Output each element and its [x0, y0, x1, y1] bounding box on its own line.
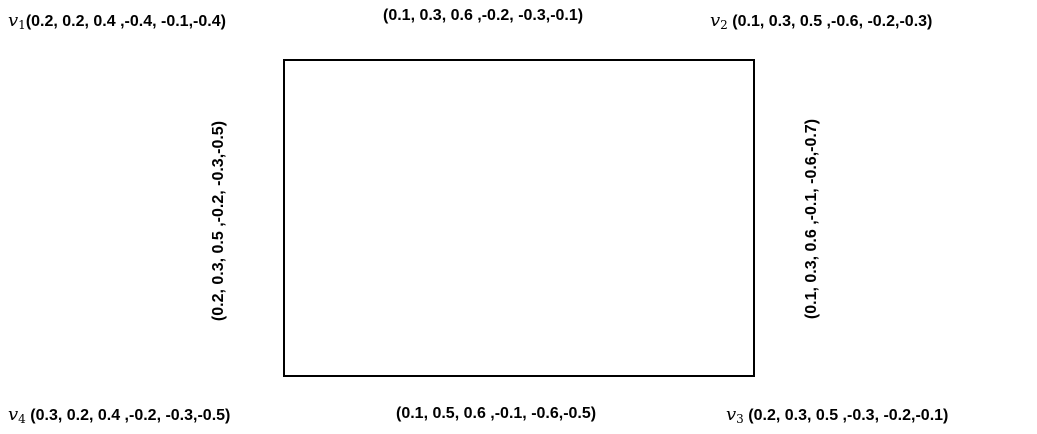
vertex-v2-subscript: 2 [720, 18, 728, 32]
edge-top-label: (0.1, 0.3, 0.6 ,-0.2, -0.3,-0.1) [383, 7, 584, 24]
vertex-v3-subscript: 3 [736, 412, 744, 426]
edge-right-label: (0.1, 0.3, 0.6 ,-0.1, -0.6,-0.7) [803, 118, 820, 320]
vertex-v2-symbol: v [710, 10, 721, 31]
graph-rectangle-edges [283, 59, 755, 377]
vertex-v1-label: v1(0.2, 0.2, 0.4 ,-0.4, -0.1,-0.4) [8, 10, 226, 32]
vertex-v4-subscript: 4 [18, 412, 26, 426]
vertex-v2-values: (0.1, 0.3, 0.5 ,-0.6, -0.2,-0.3) [732, 13, 933, 30]
vertex-v4-symbol: v [8, 404, 19, 425]
vertex-v4-label: v4 (0.3, 0.2, 0.4 ,-0.2, -0.3,-0.5) [8, 404, 231, 426]
vertex-v3-symbol: v [726, 404, 737, 425]
vertex-v2-label: v2 (0.1, 0.3, 0.5 ,-0.6, -0.2,-0.3) [710, 10, 933, 32]
edge-bottom-label: (0.1, 0.5, 0.6 ,-0.1, -0.6,-0.5) [396, 405, 597, 422]
vertex-v1-symbol: v [8, 10, 19, 31]
vertex-v1-subscript: 1 [18, 18, 26, 32]
vertex-v3-label: v3 (0.2, 0.3, 0.5 ,-0.3, -0.2,-0.1) [726, 404, 949, 426]
edge-left-label: (0.2, 0.3, 0.5 ,-0.2, -0.3,-0.5) [210, 120, 227, 322]
vertex-v3-values: (0.2, 0.3, 0.5 ,-0.3, -0.2,-0.1) [748, 407, 949, 424]
vertex-v1-values: (0.2, 0.2, 0.4 ,-0.4, -0.1,-0.4) [25, 13, 226, 30]
vertex-v4-values: (0.3, 0.2, 0.4 ,-0.2, -0.3,-0.5) [30, 407, 231, 424]
